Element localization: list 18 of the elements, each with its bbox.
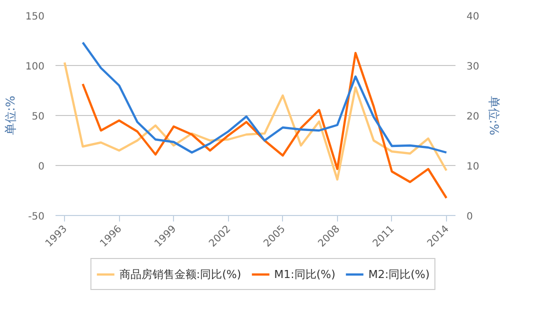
y2-tick-label: 30 [466, 62, 480, 72]
y-axis-title: 单位:% [3, 96, 18, 136]
y-tick-label: 0 [38, 162, 45, 172]
line-series [82, 52, 448, 200]
y2-tick-label: 40 [466, 12, 480, 22]
legend-label: 商品房销售金额:同比(%) [119, 266, 242, 282]
y2-tick-label: 10 [466, 162, 480, 172]
y-tick-label: 150 [25, 12, 45, 22]
line-series [82, 41, 448, 154]
legend-label: M1:同比(%) [274, 266, 336, 282]
y2-axis-title: 单位:% [487, 96, 502, 136]
y2-tick-label: 20 [466, 112, 480, 122]
y-tick-label: -50 [28, 212, 45, 222]
y-tick-label: 50 [32, 112, 45, 122]
line-series [63, 61, 448, 181]
y2-tick-label: 0 [466, 212, 473, 222]
y-tick-label: 100 [25, 62, 45, 72]
legend-label: M2:同比(%) [368, 266, 430, 282]
